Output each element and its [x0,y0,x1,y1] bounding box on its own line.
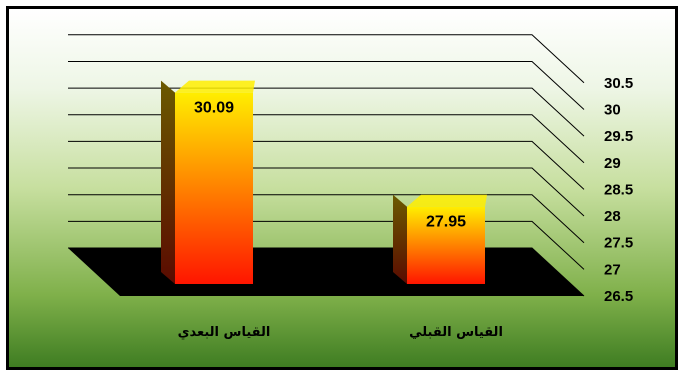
category-labels: القياس البعدي القياس القبلي [178,325,503,340]
bars: 30.09 27.95 [161,80,487,284]
y-tick-label: 29.5 [604,128,633,145]
y-axis-ticks: 26.5 27 27.5 28 28.5 29 29.5 30 30.5 [604,75,633,305]
bar-value-label: 27.95 [426,214,466,231]
gridline [68,194,585,244]
gridline [68,60,585,110]
bar [407,206,485,284]
gridline [68,34,585,84]
gridline [68,140,585,190]
bar [175,92,253,284]
y-tick-label: 30 [604,101,621,118]
y-tick-label: 28 [604,208,621,225]
category-label: القياس البعدي [178,325,271,340]
gridline [68,114,585,164]
y-tick-label: 28.5 [604,181,633,198]
gridline [68,87,585,137]
category-label: القياس القبلي [409,325,503,340]
bar-top-face [175,80,255,93]
y-tick-label: 26.5 [604,288,633,305]
y-tick-label: 27 [604,261,621,278]
bar-side-face [393,194,407,284]
y-tick-label: 27.5 [604,235,633,252]
y-tick-label: 29 [604,155,621,172]
gridline [68,167,585,217]
bar-side-face [161,80,175,284]
bar-top-face [407,194,487,207]
bar-value-label: 30.09 [194,100,234,117]
y-tick-label: 30.5 [604,75,633,92]
chart-floor [68,248,584,296]
